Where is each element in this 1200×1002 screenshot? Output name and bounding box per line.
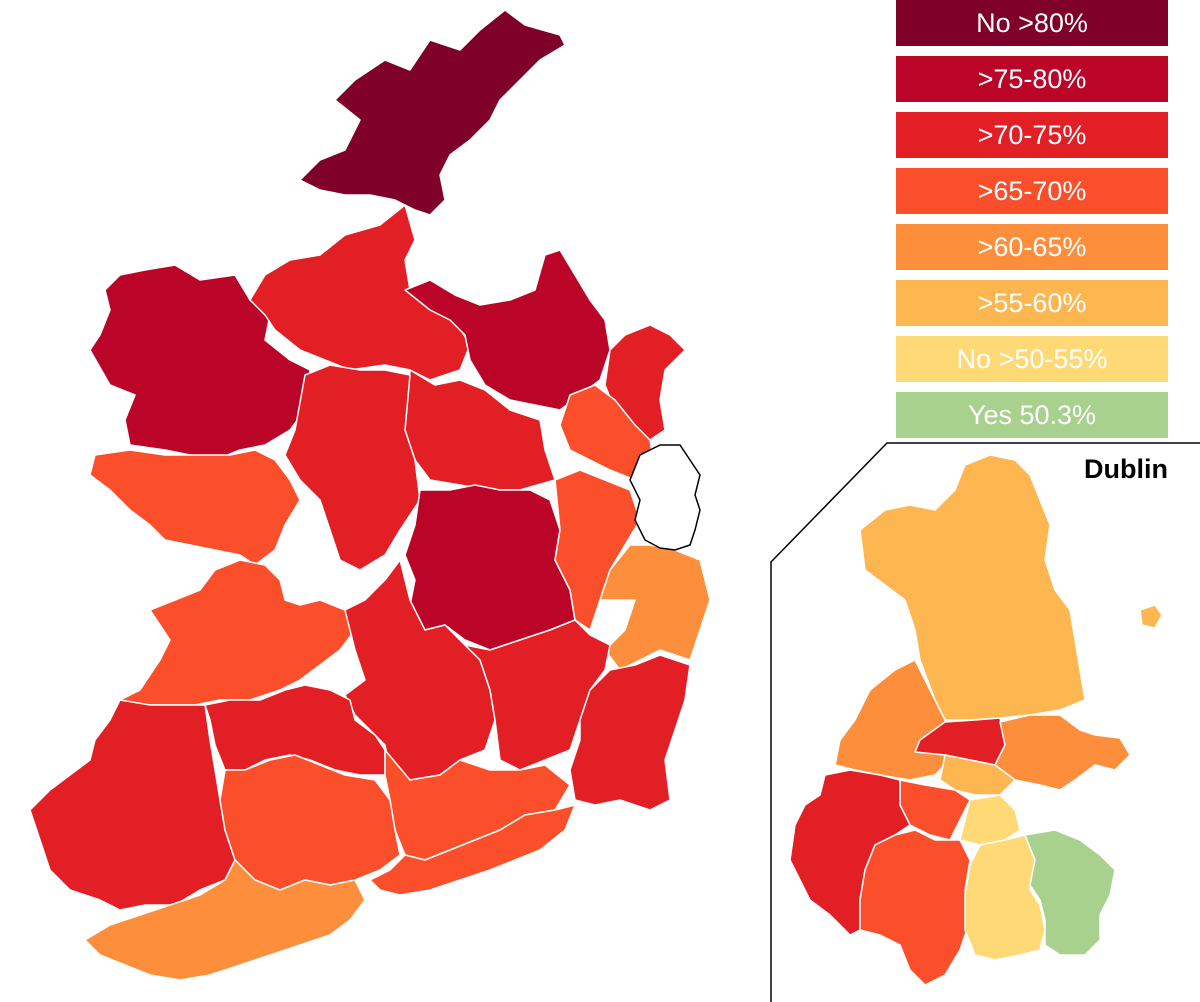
region-waterford [369, 804, 576, 896]
region-galway [89, 449, 301, 566]
inset-title: Dublin [1084, 454, 1168, 484]
legend-item: >70-75% [896, 112, 1168, 158]
legend-item: No >50-55% [896, 336, 1168, 382]
region-clare [119, 559, 356, 706]
inset-fingal [859, 454, 1086, 721]
inset-tallaght [859, 829, 971, 986]
region-wicklow [599, 544, 711, 671]
inset-frame [770, 442, 1200, 1002]
region-cork-south [84, 859, 366, 981]
legend-item: >75-80% [896, 56, 1168, 102]
inset-island [1139, 604, 1163, 629]
legend: No >80% >75-80% >70-75% >65-70% >60-65% … [896, 0, 1168, 448]
legend-item: >65-70% [896, 168, 1168, 214]
inset-south-central [959, 794, 1021, 846]
region-donegal [299, 9, 566, 216]
region-dublin-main [629, 444, 701, 551]
legend-item: Yes 50.3% [896, 392, 1168, 438]
region-offaly [404, 484, 576, 651]
legend-item: No >80% [896, 0, 1168, 46]
region-wexford [569, 654, 691, 811]
region-mayo [89, 264, 311, 461]
legend-item: >55-60% [896, 280, 1168, 326]
legend-item: >60-65% [896, 224, 1168, 270]
inset-dun-laoghaire [1024, 829, 1116, 956]
region-roscommon [284, 364, 421, 571]
region-kerry [29, 699, 236, 911]
inset-north-east [994, 714, 1131, 791]
